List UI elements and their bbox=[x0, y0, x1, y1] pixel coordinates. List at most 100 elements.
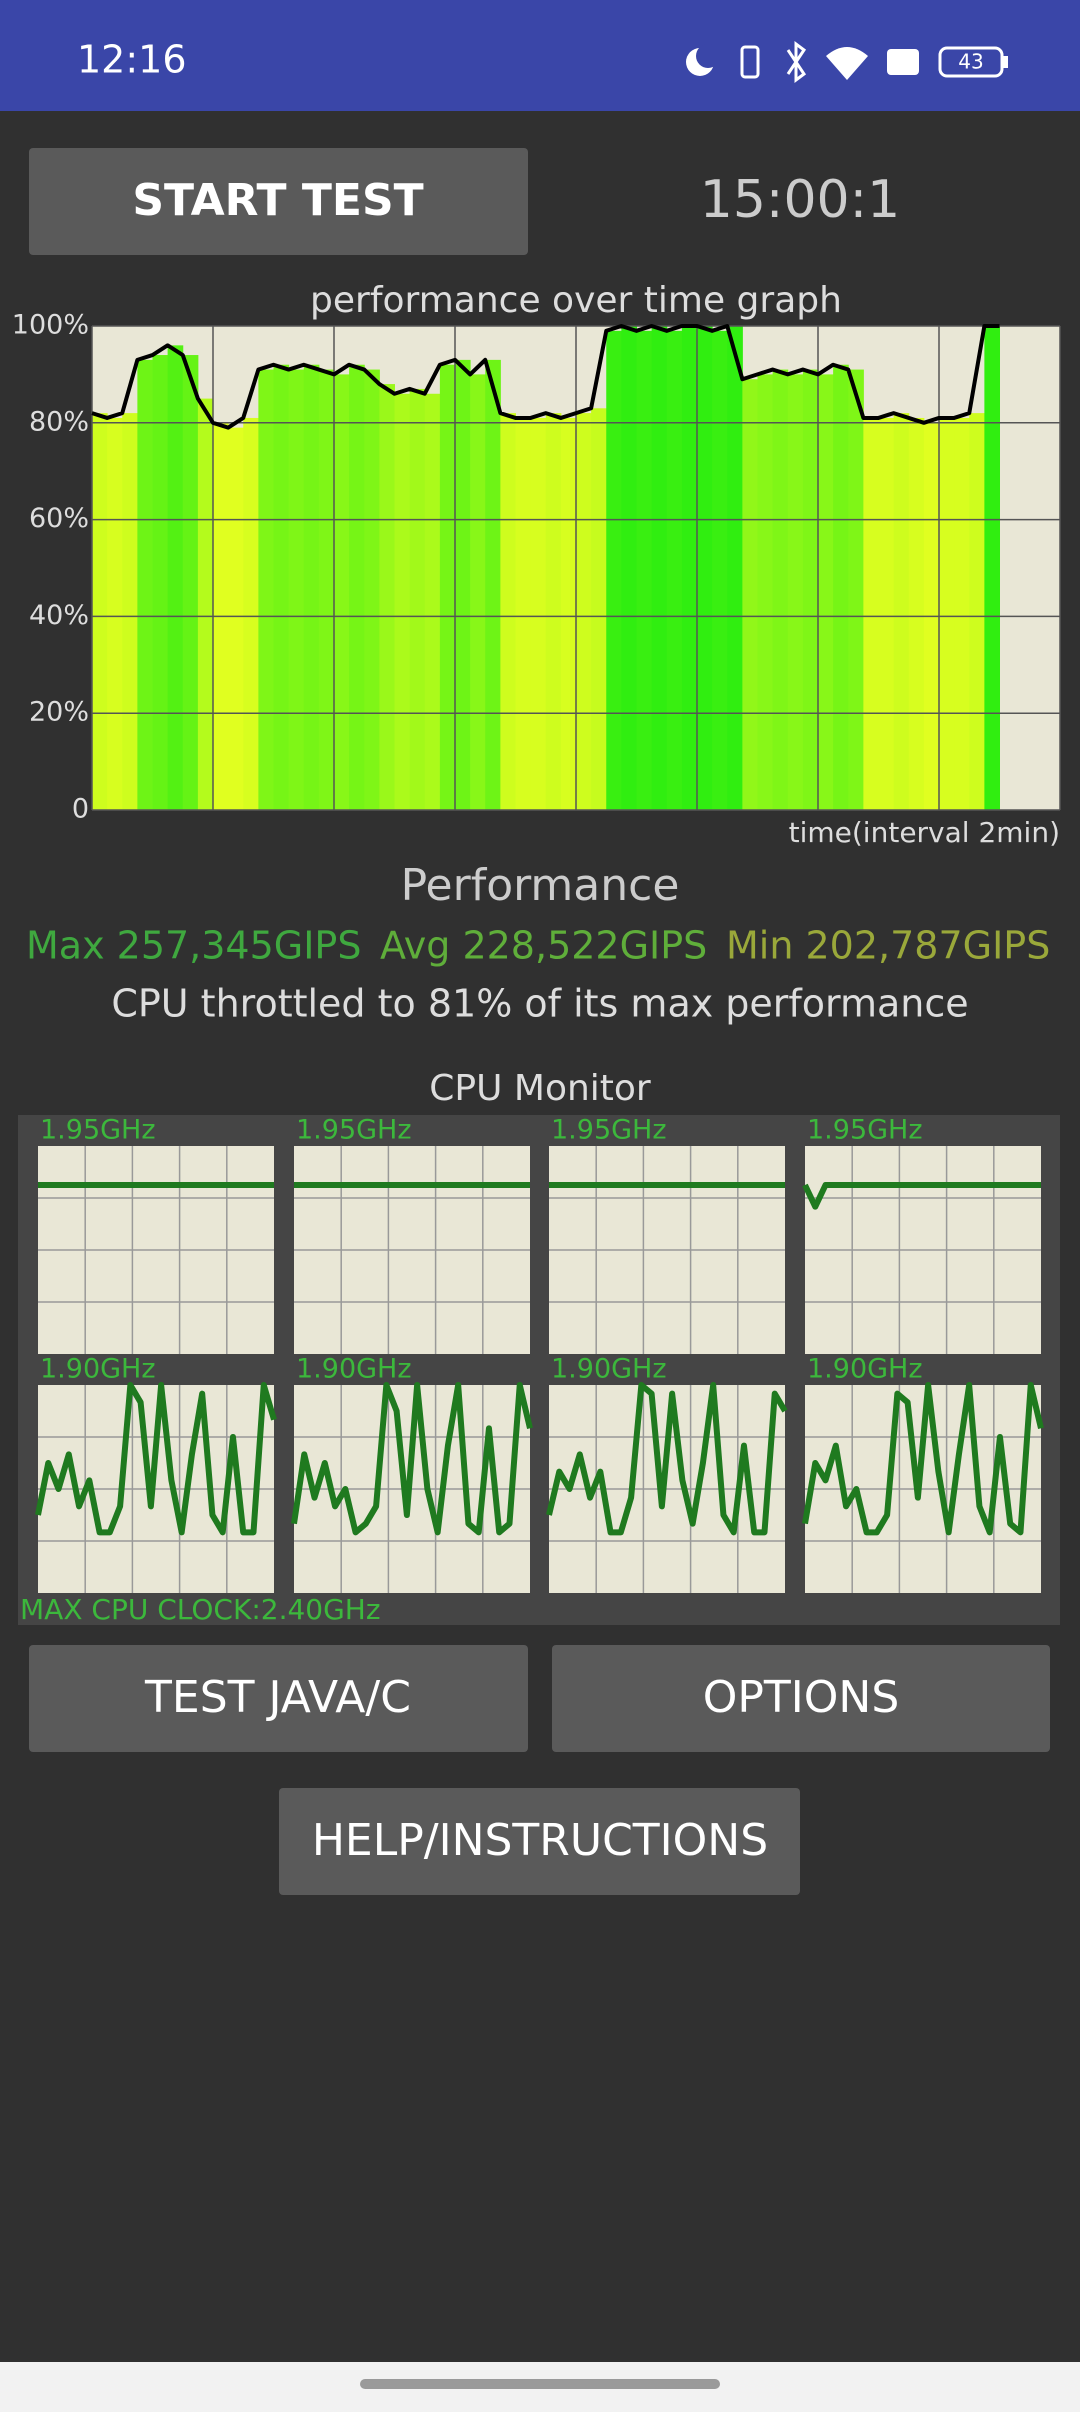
bluetooth-icon bbox=[786, 41, 807, 83]
core-frequency-label: 1.90GHz bbox=[551, 1354, 667, 1385]
battery-tip bbox=[1003, 56, 1008, 68]
performance-stripe bbox=[197, 398, 214, 810]
performance-stripe bbox=[92, 413, 108, 810]
performance-stripe bbox=[908, 417, 925, 810]
throttle-summary: CPU throttled to 81% of its max performa… bbox=[111, 982, 968, 1026]
help-button[interactable] bbox=[279, 1788, 800, 1895]
performance-stripe bbox=[742, 379, 758, 810]
performance-stripe bbox=[530, 417, 547, 810]
performance-stripe bbox=[984, 326, 1000, 810]
battery-icon bbox=[938, 46, 1004, 78]
performance-stripe bbox=[379, 384, 395, 810]
core-frequency-line bbox=[291, 1382, 533, 1536]
performance-stripe bbox=[470, 374, 486, 810]
start-test-label: START TEST bbox=[132, 175, 423, 226]
performance-stripe bbox=[349, 364, 365, 810]
performance-stripe bbox=[833, 364, 849, 810]
performance-stripe bbox=[394, 393, 411, 810]
performance-stripe bbox=[606, 330, 622, 810]
performance-stripe bbox=[621, 326, 637, 810]
start-test-button[interactable] bbox=[29, 148, 528, 255]
performance-stripe bbox=[818, 374, 834, 810]
performance-stripe bbox=[334, 374, 350, 810]
core-frequency-label: 1.95GHz bbox=[551, 1115, 667, 1146]
status-icons bbox=[686, 41, 1008, 83]
performance-stripe bbox=[697, 326, 713, 810]
options-label: OPTIONS bbox=[703, 1672, 900, 1723]
performance-stripe bbox=[364, 369, 380, 810]
core-frequency-label: 1.90GHz bbox=[296, 1354, 412, 1385]
x-axis-label: time(interval 2min) bbox=[789, 816, 1060, 849]
options-button[interactable] bbox=[552, 1645, 1050, 1752]
y-tick-label: 100% bbox=[12, 310, 89, 341]
performance-stripe bbox=[409, 388, 426, 810]
performance-stripe bbox=[318, 369, 335, 810]
performance-stripe bbox=[167, 345, 184, 810]
performance-stripe bbox=[288, 369, 305, 810]
battery-level: 43 bbox=[958, 50, 983, 74]
vibrate-icon bbox=[740, 45, 760, 79]
performance-stripe bbox=[727, 326, 743, 810]
performance-stripe bbox=[455, 359, 471, 810]
y-tick-label: 60% bbox=[29, 503, 89, 534]
performance-stripe bbox=[228, 427, 244, 810]
performance-stripe bbox=[560, 417, 577, 810]
test-java-button[interactable] bbox=[29, 1645, 528, 1752]
max-cpu-clock: MAX CPU CLOCK:2.40GHz bbox=[20, 1593, 381, 1626]
performance-graph: 0 20% 40% 60% 80% 100% bbox=[12, 310, 1061, 825]
core-frequency-label: 1.95GHz bbox=[807, 1115, 923, 1146]
home-handle[interactable] bbox=[360, 2379, 720, 2389]
avg-performance: Avg 228,522GIPS bbox=[380, 924, 707, 968]
performance-stripe bbox=[273, 364, 290, 810]
performance-stripe bbox=[439, 364, 456, 810]
performance-stripe bbox=[787, 374, 804, 810]
performance-stripe bbox=[258, 369, 274, 810]
performance-stripe bbox=[182, 355, 199, 810]
performance-stripe bbox=[848, 369, 864, 810]
max-performance: Max 257,345GIPS bbox=[26, 924, 361, 968]
core-frequency-label: 1.95GHz bbox=[40, 1115, 156, 1146]
performance-stripe bbox=[757, 374, 774, 810]
core-frequency-line bbox=[35, 1382, 277, 1536]
core-frequency-line bbox=[546, 1382, 788, 1536]
performance-line bbox=[91, 324, 1000, 430]
y-tick-label: 0 bbox=[72, 794, 89, 825]
core-frequency-label: 1.95GHz bbox=[296, 1115, 412, 1146]
cpu-cores: 1.95GHz 1.95GHz 1.95GHz 1.95GHz 1.90GHz 1.90G… bbox=[35, 1115, 1044, 1593]
performance-stripe bbox=[939, 417, 955, 810]
performance-stripe bbox=[243, 417, 259, 810]
performance-stripe bbox=[107, 417, 123, 810]
performance-stripe bbox=[954, 417, 970, 810]
core-frequency-line bbox=[802, 1382, 1044, 1536]
performance-stripe bbox=[863, 417, 879, 810]
wifi-icon bbox=[826, 47, 868, 80]
performance-stripe bbox=[485, 359, 501, 810]
performance-stripe bbox=[122, 413, 138, 810]
performance-stripe bbox=[591, 408, 607, 810]
y-tick-label: 80% bbox=[29, 406, 89, 437]
performance-stripe bbox=[500, 413, 516, 810]
performance-stripe bbox=[893, 413, 910, 810]
performance-stripe bbox=[666, 330, 683, 810]
cpu-monitor-title: CPU Monitor bbox=[429, 1068, 651, 1109]
performance-stripe bbox=[424, 393, 441, 810]
performance-stripe bbox=[712, 330, 728, 810]
dnd-icon-cut bbox=[696, 44, 720, 68]
core-frequency-label: 1.90GHz bbox=[807, 1354, 923, 1385]
performance-stripe bbox=[636, 330, 653, 810]
performance-stripe bbox=[137, 359, 153, 810]
timer: 15:00:1 bbox=[700, 170, 900, 230]
performance-stripe bbox=[878, 417, 895, 810]
performance-stripe bbox=[681, 326, 698, 810]
performance-stripe bbox=[545, 413, 562, 810]
help-label: HELP/INSTRUCTIONS bbox=[312, 1815, 768, 1866]
performance-stripe bbox=[515, 417, 532, 810]
performance-stripe bbox=[969, 413, 985, 810]
performance-stripe bbox=[576, 413, 592, 810]
performance-stripe bbox=[651, 326, 668, 810]
graph-title: performance over time graph bbox=[310, 280, 842, 321]
core-frequency-line bbox=[802, 1182, 1041, 1210]
min-performance: Min 202,787GIPS bbox=[726, 924, 1050, 968]
clock: 12:16 bbox=[77, 38, 187, 82]
